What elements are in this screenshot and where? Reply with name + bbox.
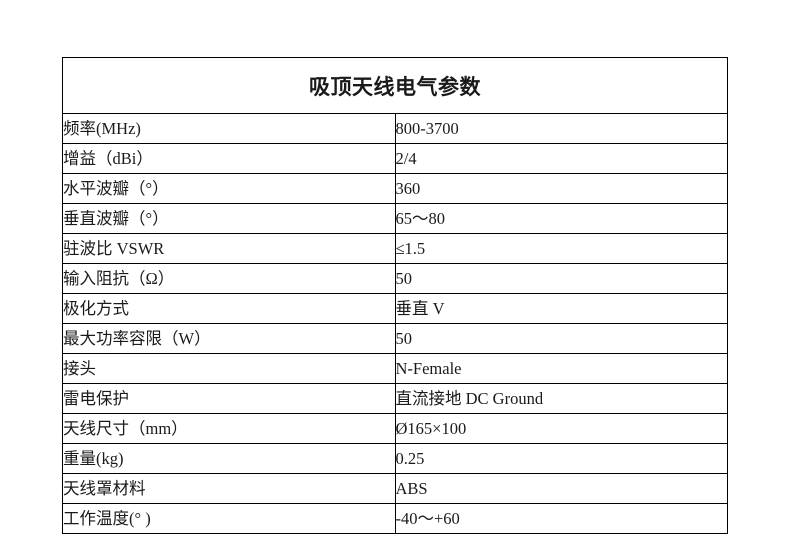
spec-label-text: 垂直波瓣（°） — [63, 209, 169, 228]
table-row: 输入阻抗（Ω） 50 — [62, 263, 728, 294]
spec-label-cell: 天线尺寸（mm） — [62, 413, 396, 444]
spec-label-cell: 工作温度(° ) — [62, 503, 396, 534]
spec-value-text: 800-3700 — [395, 119, 459, 138]
table-row: 水平波瓣（°） 360 — [62, 173, 728, 204]
spec-value-cell: 0.25 — [394, 443, 728, 474]
spec-label-text: 接头 — [63, 359, 96, 378]
spec-value-cell: 50 — [394, 263, 728, 294]
spec-value-cell: 360 — [394, 173, 728, 204]
spec-value-text: -40～+60 — [395, 509, 460, 528]
spec-value-cell: ABS — [394, 473, 728, 504]
spec-value-text: 垂直 V — [395, 299, 445, 318]
spec-label-cell: 增益（dBi） — [62, 143, 396, 174]
spec-label-text: 重量(kg) — [63, 449, 124, 468]
antenna-spec-table: 吸顶天线电气参数 频率(MHz) 800-3700 增益（dBi） 2/4 水平波瓣（°… — [62, 57, 728, 534]
spec-label-text: 工作温度(° ) — [63, 509, 151, 528]
spec-value-cell: ≤1.5 — [394, 233, 728, 264]
spec-label-text: 天线罩材料 — [63, 479, 146, 498]
table-row: 雷电保护 直流接地 DC Ground — [62, 383, 728, 414]
spec-value-cell: Ø165×100 — [394, 413, 728, 444]
spec-value-cell: 2/4 — [394, 143, 728, 174]
spec-value-text: Ø165×100 — [395, 419, 467, 438]
table-row: 天线尺寸（mm） Ø165×100 — [62, 413, 728, 444]
table-row: 垂直波瓣（°） 65～80 — [62, 203, 728, 234]
spec-label-cell: 频率(MHz) — [62, 113, 396, 144]
spec-label-cell: 重量(kg) — [62, 443, 396, 474]
table-row: 最大功率容限（W） 50 — [62, 323, 728, 354]
spec-label-cell: 雷电保护 — [62, 383, 396, 414]
spec-label-cell: 极化方式 — [62, 293, 396, 324]
spec-value-cell: 垂直 V — [394, 293, 728, 324]
spec-label-text: 天线尺寸（mm） — [63, 419, 188, 438]
table-title-row: 吸顶天线电气参数 — [62, 57, 728, 114]
page-title: 吸顶天线电气参数 — [62, 57, 728, 114]
spec-value-cell: 50 — [394, 323, 728, 354]
spec-value-text: 直流接地 DC Ground — [395, 389, 544, 408]
spec-table-body: 吸顶天线电气参数 频率(MHz) 800-3700 增益（dBi） 2/4 水平波瓣（°… — [62, 57, 728, 534]
spec-value-cell: 800-3700 — [394, 113, 728, 144]
spec-label-text: 极化方式 — [63, 299, 129, 318]
spec-value-cell: 65～80 — [394, 203, 728, 234]
table-row: 驻波比 VSWR ≤1.5 — [62, 233, 728, 264]
table-row: 工作温度(° ) -40～+60 — [62, 503, 728, 534]
spec-label-cell: 垂直波瓣（°） — [62, 203, 396, 234]
spec-label-cell: 驻波比 VSWR — [62, 233, 396, 264]
table-row: 频率(MHz) 800-3700 — [62, 113, 728, 144]
spec-value-text: 50 — [395, 269, 412, 288]
spec-label-cell: 水平波瓣（°） — [62, 173, 396, 204]
spec-label-cell: 最大功率容限（W） — [62, 323, 396, 354]
table-row: 天线罩材料 ABS — [62, 473, 728, 504]
spec-value-text: 50 — [395, 329, 412, 348]
spec-value-cell: 直流接地 DC Ground — [394, 383, 728, 414]
spec-value-text: N-Female — [395, 359, 462, 378]
spec-label-text: 输入阻抗（Ω） — [63, 269, 175, 288]
spec-label-text: 雷电保护 — [63, 389, 129, 408]
table-row: 重量(kg) 0.25 — [62, 443, 728, 474]
spec-value-text: ABS — [395, 479, 428, 498]
spec-value-cell: -40～+60 — [394, 503, 728, 534]
spec-value-text: 65～80 — [395, 209, 445, 228]
spec-value-text: 0.25 — [395, 449, 425, 468]
spec-label-cell: 输入阻抗（Ω） — [62, 263, 396, 294]
spec-value-text: 360 — [395, 179, 421, 198]
spec-label-text: 增益（dBi） — [63, 149, 153, 168]
spec-label-cell: 天线罩材料 — [62, 473, 396, 504]
spec-value-text: 2/4 — [395, 149, 417, 168]
spec-label-cell: 接头 — [62, 353, 396, 384]
spec-label-text: 最大功率容限（W） — [63, 329, 211, 348]
table-row: 增益（dBi） 2/4 — [62, 143, 728, 174]
spec-label-text: 频率(MHz) — [63, 119, 141, 138]
spec-value-text: ≤1.5 — [395, 239, 426, 258]
spec-label-text: 驻波比 VSWR — [63, 239, 165, 258]
spec-label-text: 水平波瓣（°） — [63, 179, 169, 198]
spec-value-cell: N-Female — [394, 353, 728, 384]
table-row: 接头 N-Female — [62, 353, 728, 384]
table-row: 极化方式 垂直 V — [62, 293, 728, 324]
